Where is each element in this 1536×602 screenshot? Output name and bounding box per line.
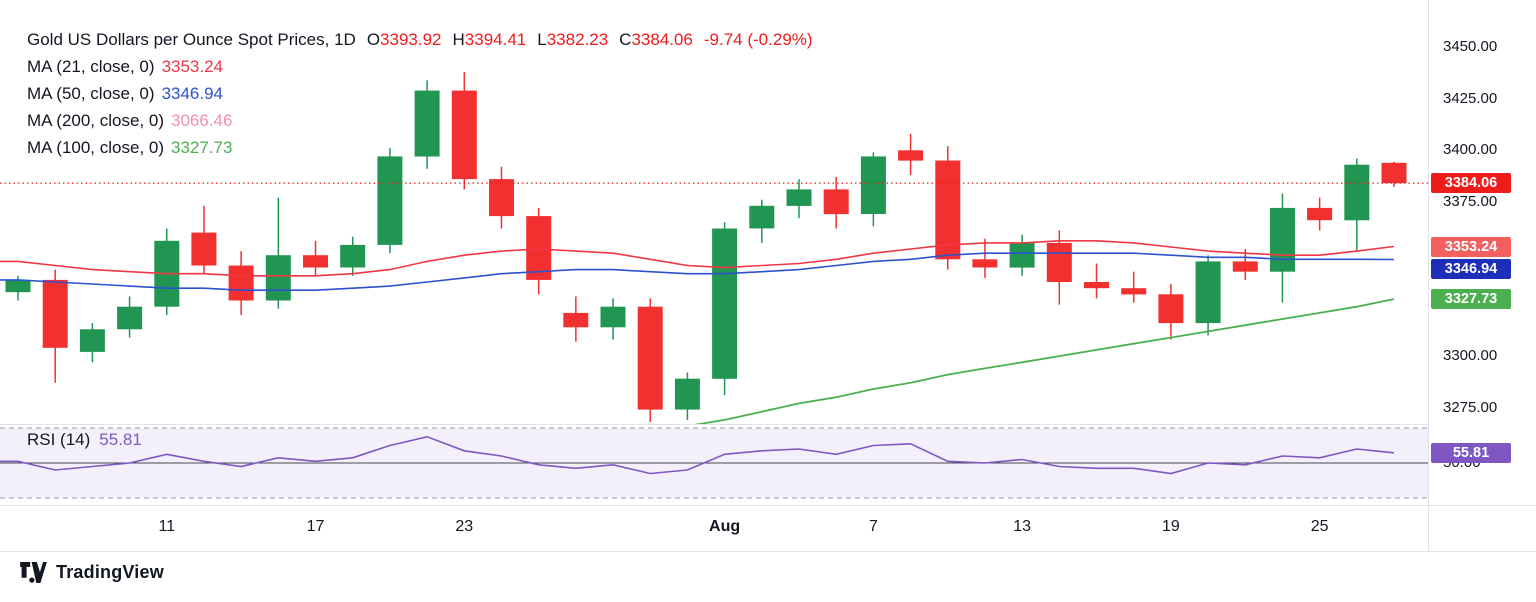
ma200-label: MA (200, close, 0): [27, 111, 165, 130]
symbol-legend-row[interactable]: Gold US Dollars per Ounce Spot Prices, 1…: [27, 26, 813, 53]
candle-body[interactable]: [414, 90, 440, 157]
time-axis[interactable]: 11 17 23 Aug 7 13 19 25: [0, 505, 1428, 551]
price-axis-label: 3300.00: [1443, 347, 1498, 365]
candle-body[interactable]: [1270, 207, 1295, 272]
ma21-value: 3353.24: [161, 57, 224, 76]
time-axis-label: 25: [1310, 518, 1329, 535]
panel-separator[interactable]: [0, 424, 1428, 425]
ma21-line[interactable]: [0, 240, 1395, 277]
ohlc-close: C3384.06: [619, 30, 693, 49]
candle-body[interactable]: [191, 232, 217, 266]
candle-body[interactable]: [1232, 261, 1258, 272]
rsi-legend-row[interactable]: RSI (14) 55.81: [27, 431, 142, 449]
candle-body[interactable]: [526, 216, 552, 280]
candle-body[interactable]: [637, 306, 663, 410]
time-axis-label: 23: [455, 518, 474, 535]
price-axis[interactable]: 3450.003425.003400.003375.003350.003325.…: [1428, 0, 1536, 551]
ohlc-low: L3382.23: [537, 30, 609, 49]
time-axis-separator: [0, 505, 1536, 506]
ma21-label: MA (21, close, 0): [27, 57, 155, 76]
time-axis-label: Aug: [709, 518, 741, 535]
candle-body[interactable]: [1121, 288, 1147, 295]
ma200-value: 3066.46: [171, 111, 233, 130]
price-axis-label: 3375.00: [1443, 192, 1498, 210]
candle-body[interactable]: [1158, 294, 1184, 324]
time-axis-label: 11: [158, 518, 176, 535]
candle-body[interactable]: [860, 156, 886, 214]
candle-body[interactable]: [228, 265, 254, 301]
ma50-value: 3346.94: [161, 84, 224, 103]
candle-body[interactable]: [303, 255, 328, 268]
candle-body[interactable]: [712, 228, 738, 379]
candle-body[interactable]: [600, 306, 626, 328]
symbol-title: Gold US Dollars per Ounce Spot Prices, 1…: [27, 30, 356, 49]
rsi-line[interactable]: [0, 435, 1395, 475]
candle-body[interactable]: [1307, 207, 1333, 221]
price-axis-label: 3450.00: [1443, 38, 1498, 56]
brand-name: TradingView: [56, 562, 164, 582]
ma50-label: MA (50, close, 0): [27, 84, 155, 103]
price-axis-label: 3400.00: [1443, 141, 1498, 159]
candle-body[interactable]: [5, 279, 31, 293]
time-axis-label: 19: [1161, 518, 1180, 535]
candle-body[interactable]: [823, 189, 849, 215]
candle-body[interactable]: [489, 179, 514, 217]
ma21-legend-row[interactable]: MA (21, close, 0) 3353.24: [27, 53, 813, 80]
close-price-badge: 3384.06: [1431, 173, 1511, 194]
ohlc-open: O3393.92: [366, 30, 442, 49]
ma200-legend-row[interactable]: MA (200, close, 0) 3066.46: [27, 107, 813, 134]
ma50-price-badge: 3346.94: [1431, 258, 1511, 279]
candle-body[interactable]: [1344, 164, 1370, 221]
chart-legend: Gold US Dollars per Ounce Spot Prices, 1…: [27, 26, 813, 161]
candle-body[interactable]: [1009, 242, 1035, 268]
rsi-label: RSI (14): [27, 430, 91, 449]
ma100-value: 3327.73: [171, 138, 233, 157]
price-panel[interactable]: [0, 0, 1428, 424]
candle-body[interactable]: [1084, 282, 1109, 289]
rsi-value: 55.81: [99, 430, 142, 449]
time-axis-label: 13: [1013, 518, 1031, 535]
candle-body[interactable]: [898, 150, 924, 161]
rsi-price-badge: 55.81: [1431, 442, 1511, 463]
candle-body[interactable]: [935, 160, 961, 260]
ohlc-high: H3394.41: [452, 30, 527, 49]
candle-body[interactable]: [1046, 242, 1072, 282]
change-value: -9.74 (-0.29%): [703, 30, 813, 49]
tradingview-logo-icon: [20, 562, 47, 583]
time-axis-label: 7: [868, 518, 878, 535]
candle-body[interactable]: [79, 329, 105, 352]
candle-body[interactable]: [340, 244, 366, 268]
candle-body[interactable]: [1381, 162, 1407, 184]
rsi-panel[interactable]: [0, 424, 1428, 505]
candle-body[interactable]: [563, 312, 589, 328]
ma50-legend-row[interactable]: MA (50, close, 0) 3346.94: [27, 80, 813, 107]
ma100-line[interactable]: [0, 298, 1395, 424]
price-axis-label: 3425.00: [1443, 89, 1498, 107]
candle-body[interactable]: [117, 306, 143, 330]
ma100-price-badge: 3327.73: [1431, 289, 1511, 309]
time-axis-label: 17: [306, 518, 325, 535]
candle-body[interactable]: [1195, 261, 1221, 324]
price-axis-label: 3275.00: [1443, 398, 1498, 416]
ma100-legend-row[interactable]: MA (100, close, 0) 3327.73: [27, 134, 813, 161]
ma50-line[interactable]: [0, 252, 1395, 291]
candle-body[interactable]: [451, 90, 477, 180]
candle-body[interactable]: [377, 156, 403, 245]
candle-body[interactable]: [265, 255, 291, 301]
candle-body[interactable]: [786, 189, 812, 206]
candle-body[interactable]: [42, 279, 68, 348]
candle-body[interactable]: [972, 259, 998, 268]
footer-separator: [0, 551, 1536, 552]
price-axis-separator: [1428, 0, 1429, 551]
ma21-price-badge: 3353.24: [1431, 236, 1511, 257]
candle-body[interactable]: [674, 378, 700, 410]
tradingview-attribution[interactable]: TradingView: [20, 562, 164, 583]
ma100-label: MA (100, close, 0): [27, 138, 165, 157]
candle-body[interactable]: [749, 205, 775, 229]
